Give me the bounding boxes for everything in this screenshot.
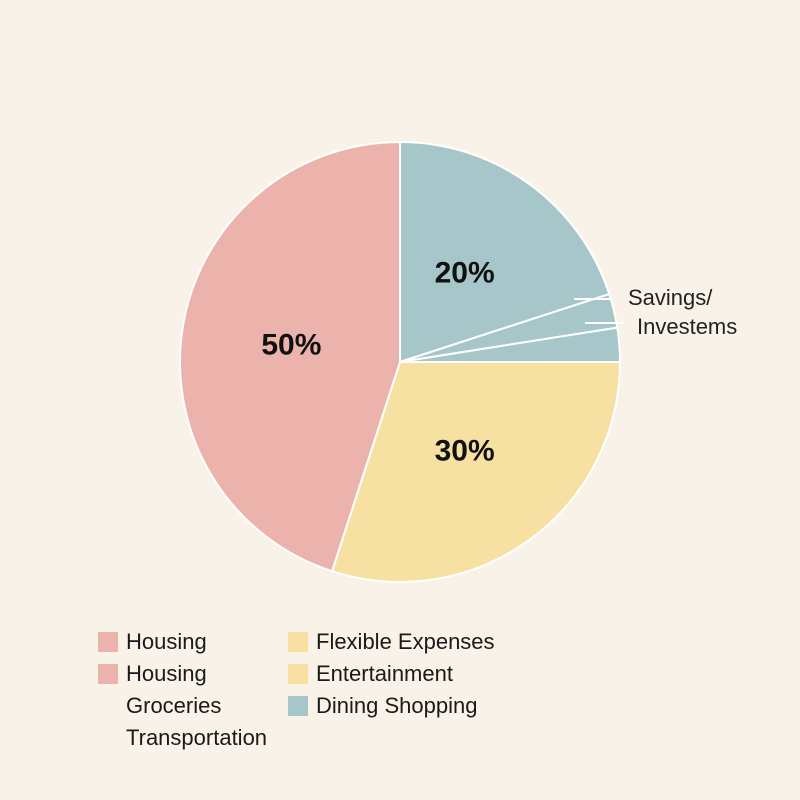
legend-label: Housing (126, 661, 207, 686)
legend-swatch (288, 632, 308, 652)
legend-column-left: Housing Housing Groceries Transportation (98, 626, 267, 754)
annotation-label-line-1: Savings/ (628, 285, 713, 310)
legend-label: Flexible Expenses (316, 629, 495, 654)
legend-label: Transportation (126, 725, 268, 750)
legend-swatch (288, 696, 308, 716)
legend-swatch (98, 664, 118, 684)
pie-slice-label-1: 20% (435, 257, 495, 290)
legend-item-dining-shopping: Dining Shopping (288, 690, 495, 722)
legend-swatch (288, 664, 308, 684)
legend: Housing Housing Groceries Transportation… (98, 626, 778, 766)
pie-slice-label-5: 50% (261, 328, 321, 361)
legend-item-transportation: Transportation (98, 722, 267, 754)
legend-label: Entertainment (316, 661, 453, 686)
pie-percent-labels: 20% 30% 50% (261, 257, 494, 468)
legend-item-flexible-expenses: Flexible Expenses (288, 626, 495, 658)
legend-swatch (98, 632, 118, 652)
pie-slices (179, 141, 621, 583)
pie-slice-5 (179, 141, 401, 573)
legend-item-housing-2: Housing (98, 658, 267, 690)
legend-item-groceries: Groceries (98, 690, 267, 722)
legend-label: Dining Shopping (316, 693, 478, 718)
savings-annotation: Savings/ Investems (574, 285, 737, 339)
legend-column-right: Flexible Expenses Entertainment Dining S… (288, 626, 495, 722)
pie-slice-1 (399, 141, 611, 363)
annotation-label-line-2: Investems (637, 314, 737, 339)
legend-item-housing: Housing (98, 626, 267, 658)
legend-label: Groceries (126, 693, 222, 718)
legend-swatch-empty (98, 696, 118, 716)
legend-swatch-empty (98, 728, 118, 748)
legend-label: Housing (126, 629, 207, 654)
pie-slice-label-4: 30% (435, 434, 495, 467)
legend-item-entertainment: Entertainment (288, 658, 495, 690)
pie-slice-4 (331, 361, 621, 583)
